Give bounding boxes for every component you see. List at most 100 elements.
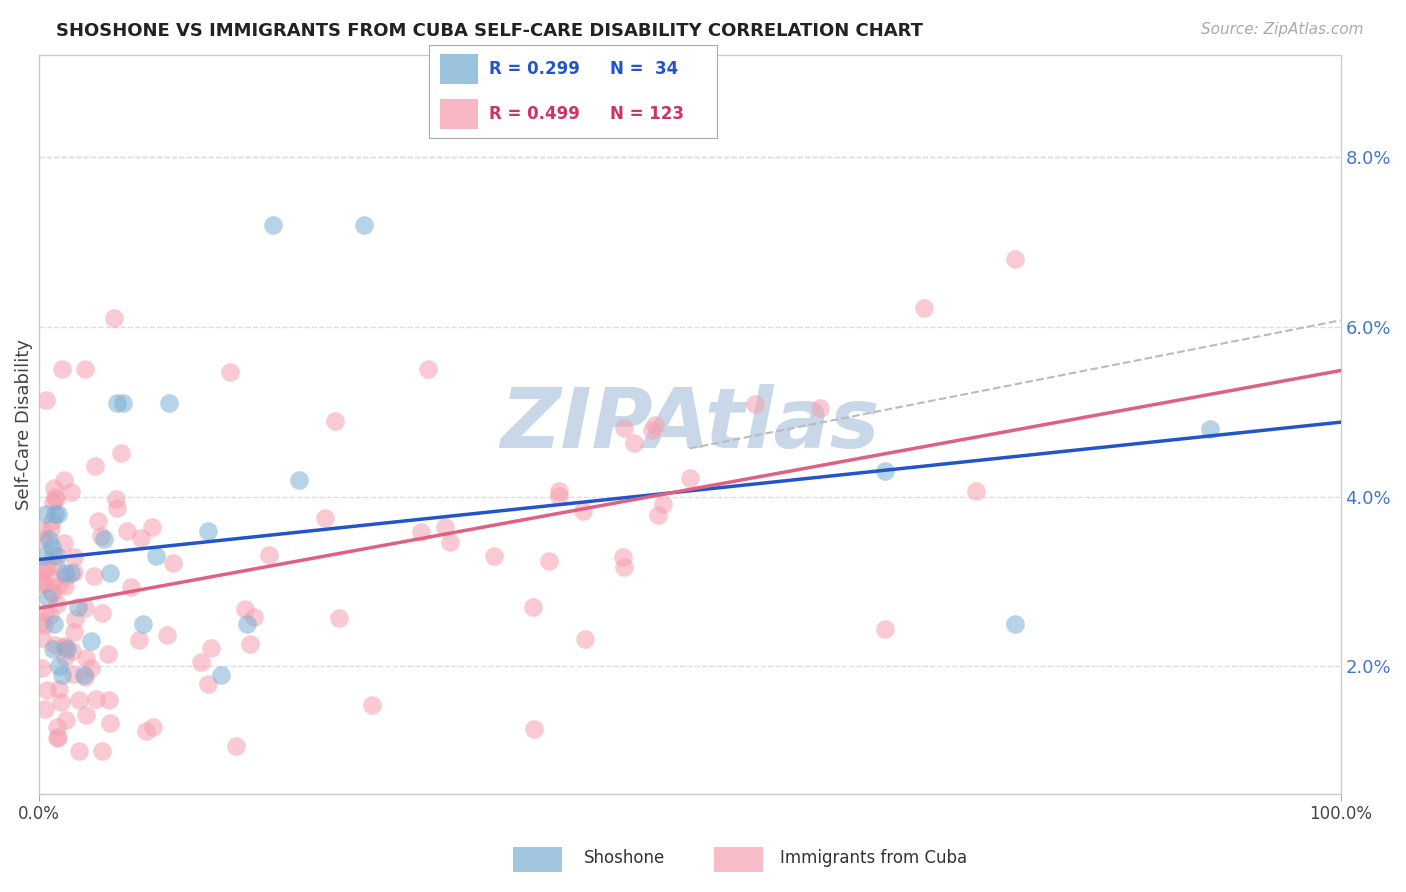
Point — [63, 612, 86, 626]
Point — [965, 483, 987, 498]
Point — [32, 618, 55, 632]
Point — [145, 549, 167, 563]
Point — [35, 507, 58, 521]
Point — [41, 586, 63, 600]
Point — [522, 600, 544, 615]
Point — [612, 549, 634, 564]
Point — [538, 554, 561, 568]
Point — [142, 720, 165, 734]
Point — [52, 640, 75, 655]
Point — [31, 574, 53, 588]
Point — [31, 661, 53, 675]
Point — [157, 396, 180, 410]
Point — [243, 610, 266, 624]
Point — [613, 421, 636, 435]
Point — [66, 599, 89, 614]
Point — [38, 532, 60, 546]
Point — [328, 611, 350, 625]
Point — [218, 365, 240, 379]
Point — [314, 510, 336, 524]
Point — [73, 668, 96, 682]
Point — [200, 641, 222, 656]
Point — [48, 659, 70, 673]
Point — [32, 532, 55, 546]
Bar — [440, 99, 478, 129]
Point — [808, 401, 831, 415]
Point — [353, 218, 375, 232]
Point — [35, 560, 58, 574]
Point — [105, 396, 128, 410]
Point — [1004, 252, 1026, 266]
Point — [45, 720, 67, 734]
Point — [53, 639, 76, 653]
Point — [613, 560, 636, 574]
Point — [257, 548, 280, 562]
Text: Shoshone: Shoshone — [583, 849, 665, 867]
Point — [107, 501, 129, 516]
Point — [34, 576, 56, 591]
Bar — [440, 54, 478, 84]
Point — [37, 591, 59, 606]
Point — [439, 535, 461, 549]
Point — [155, 628, 177, 642]
Point — [547, 483, 569, 498]
Point — [84, 459, 107, 474]
Point — [44, 507, 66, 521]
Point — [55, 570, 77, 584]
Point — [67, 744, 90, 758]
Point — [744, 397, 766, 411]
Point — [103, 311, 125, 326]
Point — [60, 566, 83, 580]
Point — [53, 579, 76, 593]
Point — [197, 677, 219, 691]
Point — [45, 559, 67, 574]
Point — [104, 491, 127, 506]
Point — [288, 473, 311, 487]
Point — [45, 549, 67, 563]
Point — [31, 631, 53, 645]
Point — [112, 396, 135, 410]
Point — [39, 607, 62, 622]
Point — [132, 616, 155, 631]
Point — [83, 569, 105, 583]
Point — [34, 702, 56, 716]
Point — [190, 656, 212, 670]
Point — [135, 723, 157, 738]
Point — [233, 602, 256, 616]
Point — [75, 601, 97, 615]
Text: R = 0.299: R = 0.299 — [489, 60, 581, 78]
Point — [56, 642, 79, 657]
Point — [209, 668, 232, 682]
Point — [1004, 616, 1026, 631]
Point — [98, 693, 121, 707]
Point — [42, 548, 65, 562]
Text: R = 0.499: R = 0.499 — [489, 105, 581, 123]
Point — [52, 536, 75, 550]
Point — [76, 651, 98, 665]
Point — [44, 638, 66, 652]
Point — [31, 566, 53, 580]
Point — [41, 514, 63, 528]
Point — [31, 577, 53, 591]
Point — [34, 392, 56, 407]
Point — [63, 549, 86, 564]
Point — [120, 581, 142, 595]
Point — [87, 514, 110, 528]
Point — [63, 624, 86, 639]
Point — [45, 491, 67, 506]
Point — [97, 648, 120, 662]
Point — [418, 362, 440, 376]
Y-axis label: Self-Care Disability: Self-Care Disability — [15, 339, 32, 510]
Point — [46, 507, 69, 521]
Point — [873, 622, 896, 636]
Point — [34, 607, 56, 621]
Point — [162, 556, 184, 570]
Point — [98, 716, 121, 731]
Point — [912, 301, 935, 315]
Point — [31, 614, 53, 628]
Point — [652, 497, 675, 511]
Point — [128, 633, 150, 648]
Point — [42, 482, 65, 496]
Point — [41, 585, 63, 599]
Point — [110, 445, 132, 459]
